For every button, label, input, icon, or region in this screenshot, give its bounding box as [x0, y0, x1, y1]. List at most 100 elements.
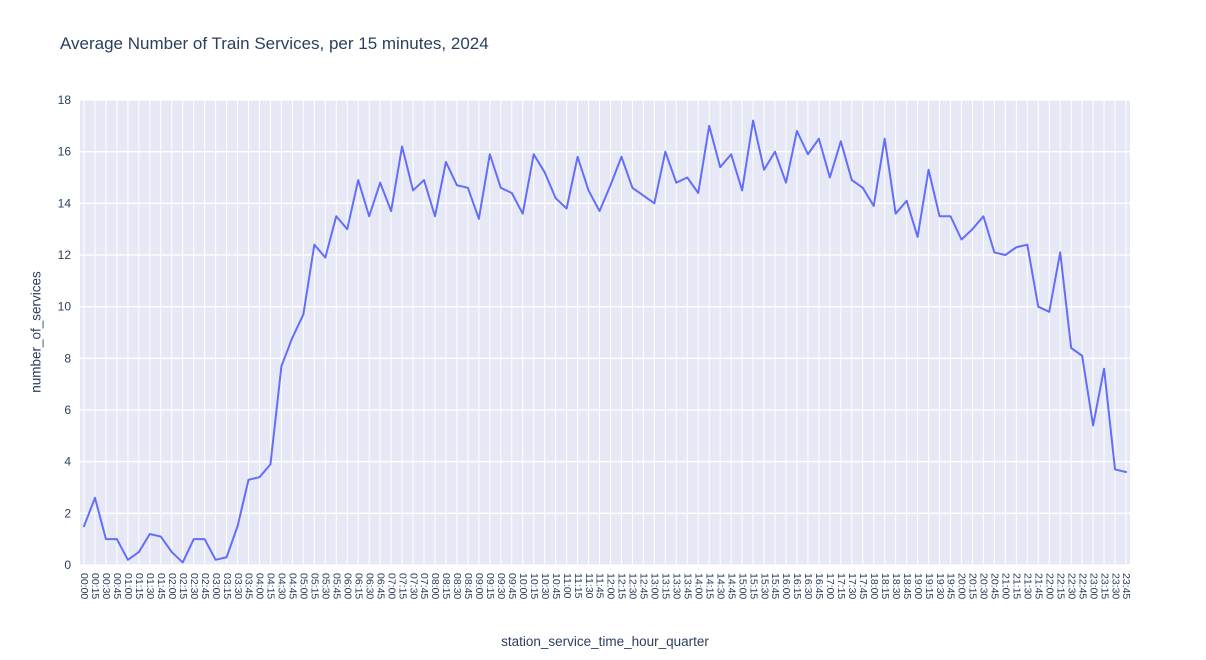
x-tick-label: 15:00	[736, 573, 748, 599]
x-tick-label: 18:45	[901, 573, 913, 599]
x-tick-label: 05:45	[330, 573, 342, 599]
x-tick-label: 23:45	[1120, 573, 1132, 599]
x-tick-label: 03:15	[221, 573, 233, 599]
x-tick-label: 01:45	[155, 573, 167, 599]
x-tick-label: 15:30	[758, 573, 770, 599]
x-tick-label: 17:15	[835, 573, 847, 599]
x-tick-label: 04:45	[287, 573, 299, 599]
x-tick-label: 22:00	[1043, 573, 1055, 599]
x-tick-label: 00:45	[111, 573, 123, 599]
x-tick-label: 02:45	[199, 573, 211, 599]
x-tick-label: 01:00	[122, 573, 134, 599]
x-tick-label: 00:30	[100, 573, 112, 599]
x-tick-label: 16:30	[802, 573, 814, 599]
y-tick-label: 10	[58, 300, 72, 314]
x-tick-label: 20:30	[978, 573, 990, 599]
x-tick-label: 00:00	[78, 573, 90, 599]
x-tick-label: 04:00	[254, 573, 266, 599]
x-tick-label: 20:15	[967, 573, 979, 599]
chart-title: Average Number of Train Services, per 15…	[60, 34, 489, 53]
x-tick-label: 06:00	[341, 573, 353, 599]
x-tick-label: 07:30	[407, 573, 419, 599]
x-tick-label: 23:15	[1098, 573, 1110, 599]
x-tick-label: 03:45	[243, 573, 255, 599]
x-tick-label: 21:30	[1022, 573, 1034, 599]
x-tick-label: 10:00	[517, 573, 529, 599]
x-tick-label: 11:00	[561, 573, 573, 599]
x-tick-label: 19:45	[945, 573, 957, 599]
x-tick-label: 22:15	[1054, 573, 1066, 599]
x-tick-label: 12:15	[616, 573, 628, 599]
x-tick-label: 02:00	[166, 573, 178, 599]
y-tick-label: 0	[64, 558, 71, 572]
x-tick-label: 08:45	[462, 573, 474, 599]
x-tick-label: 06:30	[363, 573, 375, 599]
x-tick-label: 19:30	[934, 573, 946, 599]
x-tick-label: 05:00	[298, 573, 310, 599]
x-tick-label: 03:30	[232, 573, 244, 599]
x-tick-label: 10:15	[528, 573, 540, 599]
x-tick-label: 18:30	[890, 573, 902, 599]
x-tick-label: 06:15	[352, 573, 364, 599]
y-tick-label: 4	[64, 455, 71, 469]
x-tick-label: 11:45	[594, 573, 606, 599]
y-tick-label: 16	[58, 145, 72, 159]
x-tick-label: 12:00	[605, 573, 617, 599]
x-tick-label: 16:45	[813, 573, 825, 599]
x-tick-label: 08:15	[440, 573, 452, 599]
x-tick-label: 04:15	[265, 573, 277, 599]
x-tick-label: 07:15	[396, 573, 408, 599]
x-tick-label: 15:15	[747, 573, 759, 599]
x-tick-label: 14:00	[692, 573, 704, 599]
x-tick-label: 23:00	[1087, 573, 1099, 599]
plot-background	[80, 100, 1130, 565]
x-tick-label: 00:15	[89, 573, 101, 599]
x-tick-label: 04:30	[276, 573, 288, 599]
x-tick-label: 17:00	[824, 573, 836, 599]
x-tick-label: 22:45	[1076, 573, 1088, 599]
x-tick-label: 14:45	[725, 573, 737, 599]
x-tick-label: 18:15	[879, 573, 891, 599]
x-tick-label: 19:15	[923, 573, 935, 599]
x-tick-label: 14:30	[714, 573, 726, 599]
x-tick-label: 13:00	[649, 573, 661, 599]
x-tick-label: 06:45	[374, 573, 386, 599]
y-tick-label: 2	[64, 506, 71, 520]
x-tick-label: 15:45	[769, 573, 781, 599]
x-axis-title: station_service_time_hour_quarter	[501, 634, 709, 649]
x-tick-label: 09:15	[484, 573, 496, 599]
y-tick-label: 18	[58, 93, 72, 107]
x-tick-label: 21:45	[1032, 573, 1044, 599]
x-tick-label: 20:00	[956, 573, 968, 599]
y-axis-title: number_of_services	[28, 271, 44, 393]
x-tick-label: 03:00	[210, 573, 222, 599]
x-tick-label: 12:30	[627, 573, 639, 599]
series-line[interactable]	[83, 119, 1127, 564]
y-tick-label: 12	[58, 248, 72, 262]
x-tick-label: 17:30	[846, 573, 858, 599]
x-tick-label: 10:30	[539, 573, 551, 599]
x-tick-label: 07:45	[418, 573, 430, 599]
y-tick-label: 8	[64, 351, 71, 365]
x-tick-label: 17:45	[857, 573, 869, 599]
x-tick-label: 11:15	[572, 573, 584, 599]
x-tick-label: 16:00	[780, 573, 792, 599]
x-tick-label: 01:15	[133, 573, 145, 599]
x-tick-label: 09:45	[506, 573, 518, 599]
x-tick-label: 13:45	[681, 573, 693, 599]
x-tick-label: 21:15	[1011, 573, 1023, 599]
x-tick-label: 13:30	[671, 573, 683, 599]
x-tick-label: 19:00	[912, 573, 924, 599]
x-tick-label: 22:30	[1065, 573, 1077, 599]
x-tick-label: 18:00	[868, 573, 880, 599]
x-tick-label: 14:15	[703, 573, 715, 599]
x-tick-label: 21:00	[1000, 573, 1012, 599]
x-tick-label: 23:30	[1109, 573, 1121, 599]
x-tick-label: 08:00	[429, 573, 441, 599]
x-tick-label: 08:30	[451, 573, 463, 599]
x-tick-label: 13:15	[660, 573, 672, 599]
x-tick-label: 20:45	[989, 573, 1001, 599]
x-tick-label: 11:30	[583, 573, 595, 599]
